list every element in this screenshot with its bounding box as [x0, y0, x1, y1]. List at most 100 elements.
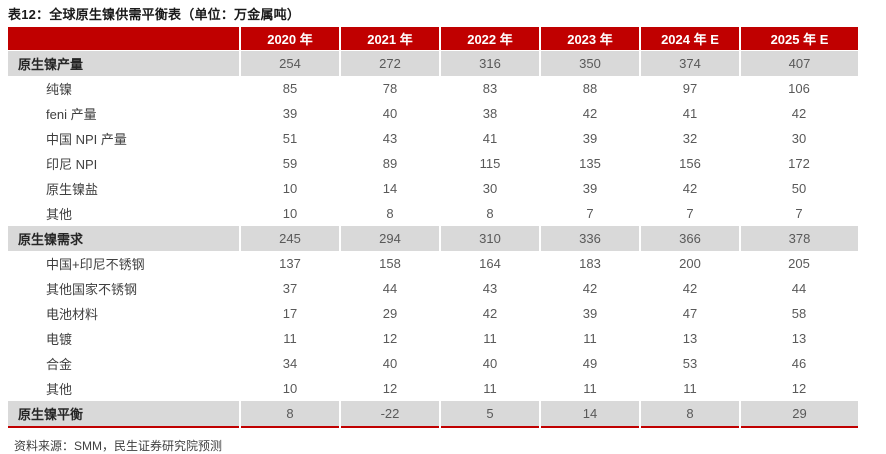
- cell-value: 51: [282, 131, 298, 146]
- row-label: 合金: [46, 357, 73, 372]
- column-header-2021: 2021 年: [339, 27, 440, 51]
- cell-value: 13: [791, 331, 807, 346]
- cell-value: 12: [382, 331, 398, 346]
- cell-value: 374: [639, 50, 740, 76]
- cell-value: 39: [582, 131, 598, 146]
- cell-value: 7: [686, 206, 694, 221]
- row-label: 电镀: [46, 332, 73, 347]
- cell-value: 156: [679, 156, 701, 171]
- column-header-2025e: 2025 年 E: [739, 27, 858, 51]
- cell-value: 39: [582, 306, 598, 321]
- cell-value: 42: [582, 281, 598, 296]
- table-row: 中国+印尼不锈钢 137 158 164 183 200 205: [8, 251, 858, 276]
- cell-value: 11: [483, 331, 497, 346]
- cell-value: 135: [579, 156, 601, 171]
- table-row: 原生镍平衡 8 -22 5 14 8 29: [8, 401, 858, 427]
- cell-value: 29: [739, 401, 858, 427]
- table-row: 其他 10 8 8 7 7 7: [8, 201, 858, 226]
- row-label: 中国+印尼不锈钢: [46, 257, 145, 272]
- cell-value: 37: [282, 281, 298, 296]
- cell-value: 32: [682, 131, 698, 146]
- cell-value: 97: [682, 81, 698, 96]
- row-label: 其他: [46, 207, 73, 222]
- cell-value: 378: [739, 226, 858, 251]
- row-label: 中国 NPI 产量: [46, 132, 127, 147]
- row-label: 原生镍平衡: [8, 401, 240, 427]
- cell-value: 30: [791, 131, 807, 146]
- cell-value: 245: [239, 226, 340, 251]
- cell-value: 29: [382, 306, 398, 321]
- row-label: 纯镍: [46, 82, 73, 97]
- cell-value: 183: [579, 256, 601, 271]
- cell-value: 11: [683, 381, 697, 396]
- table-row: 其他 10 12 11 11 11 12: [8, 376, 858, 401]
- column-header-2022: 2022 年: [439, 27, 540, 51]
- cell-value: 39: [282, 106, 298, 121]
- cell-value: 310: [439, 226, 540, 251]
- row-label: 其他国家不锈钢: [46, 282, 138, 297]
- cell-value: 42: [682, 281, 698, 296]
- cell-value: 40: [482, 356, 498, 371]
- row-label: 其他: [46, 382, 73, 397]
- cell-value: 13: [682, 331, 698, 346]
- cell-value: 42: [482, 306, 498, 321]
- cell-value: 43: [482, 281, 498, 296]
- cell-value: 49: [582, 356, 598, 371]
- cell-value: 366: [639, 226, 740, 251]
- cell-value: 164: [479, 256, 501, 271]
- table-row: 电镀 11 12 11 11 13 13: [8, 326, 858, 351]
- cell-value: 10: [282, 181, 298, 196]
- cell-value: 41: [482, 131, 498, 146]
- table-row: 原生镍盐 10 14 30 39 42 50: [8, 176, 858, 201]
- cell-value: 38: [482, 106, 498, 121]
- table-row: 原生镍需求 245 294 310 336 366 378: [8, 226, 858, 251]
- row-label: 原生镍需求: [8, 226, 240, 251]
- cell-value: 41: [682, 106, 698, 121]
- table-row: 纯镍 85 78 83 88 97 106: [8, 76, 858, 101]
- cell-value: 85: [282, 81, 298, 96]
- cell-value: 137: [279, 256, 301, 271]
- table-row: 其他国家不锈钢 37 44 43 42 42 44: [8, 276, 858, 301]
- cell-value: 10: [282, 381, 298, 396]
- cell-value: 42: [682, 181, 698, 196]
- cell-value: 5: [439, 401, 540, 427]
- cell-value: 172: [788, 156, 810, 171]
- column-header-2024e: 2024 年 E: [639, 27, 740, 51]
- cell-value: 88: [582, 81, 598, 96]
- cell-value: 12: [382, 381, 398, 396]
- cell-value: 11: [583, 331, 597, 346]
- cell-value: 12: [791, 381, 807, 396]
- table-row: 中国 NPI 产量 51 43 41 39 32 30: [8, 126, 858, 151]
- cell-value: 43: [382, 131, 398, 146]
- cell-value: 7: [795, 206, 803, 221]
- cell-value: 30: [482, 181, 498, 196]
- cell-value: 44: [382, 281, 398, 296]
- cell-value: 106: [788, 81, 810, 96]
- cell-value: 115: [479, 156, 501, 171]
- cell-value: 8: [386, 206, 394, 221]
- cell-value: 316: [439, 50, 540, 76]
- cell-value: 272: [339, 50, 440, 76]
- cell-value: 7: [586, 206, 594, 221]
- cell-value: 53: [682, 356, 698, 371]
- cell-value: 40: [382, 106, 398, 121]
- table-body: 原生镍产量 254 272 316 350 374 407 纯镍 85 78 83 88 97 106 fe…: [8, 50, 858, 427]
- row-label: feni 产量: [46, 107, 97, 122]
- cell-value: -22: [339, 401, 440, 427]
- cell-value: 47: [682, 306, 698, 321]
- cell-value: 83: [482, 81, 498, 96]
- row-label: 原生镍产量: [8, 50, 240, 76]
- cell-value: 350: [539, 50, 640, 76]
- cell-value: 58: [791, 306, 807, 321]
- column-header-blank: [8, 27, 240, 51]
- cell-value: 11: [483, 381, 497, 396]
- cell-value: 34: [282, 356, 298, 371]
- cell-value: 89: [382, 156, 398, 171]
- cell-value: 11: [283, 331, 297, 346]
- cell-value: 42: [582, 106, 598, 121]
- table-row: 原生镍产量 254 272 316 350 374 407: [8, 50, 858, 76]
- cell-value: 10: [282, 206, 298, 221]
- cell-value: 294: [339, 226, 440, 251]
- cell-value: 46: [791, 356, 807, 371]
